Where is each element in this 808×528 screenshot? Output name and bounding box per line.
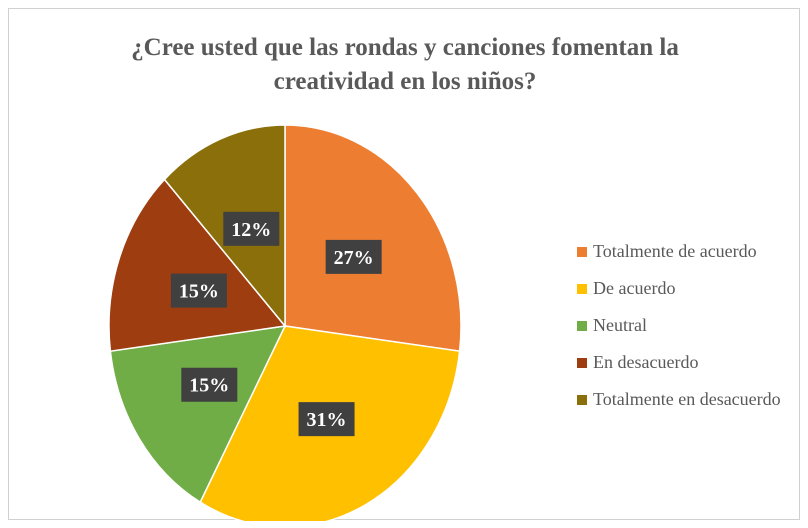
data-label-de-acuerdo: 31% [298,402,355,437]
legend-swatch [577,394,587,405]
pie-slice-neutral [109,325,287,504]
pie-slice-totalmente-de-acuerdo [284,124,462,353]
data-label-text: 27% [334,247,374,269]
chart-title-line-2: creatividad en los niños? [273,68,537,95]
data-label-box [181,367,238,402]
data-label-box [223,211,280,246]
data-label-text: 15% [189,375,229,397]
data-label-text: 15% [179,281,219,303]
data-label-box [325,239,382,274]
legend-label: De acuerdo [593,278,676,298]
data-label-en-desacuerdo: 15% [170,273,227,308]
legend-item-de-acuerdo: De acuerdo [577,270,781,307]
data-label-neutral: 15% [181,367,238,402]
legend-label: Neutral [593,315,647,335]
data-label-totalmente-en-desacuerdo: 12% [223,211,280,246]
pie-chart: 27% 31% 15% 15% 12% [108,124,462,521]
data-label-box [298,402,355,437]
legend-label: Totalmente de acuerdo [593,241,757,261]
data-label-text: 12% [231,219,271,241]
legend-swatch [577,246,587,257]
legend-swatch [577,357,587,368]
data-label-text: 31% [307,409,347,431]
chart-title: ¿Cree usted que las rondas y canciones f… [9,31,801,99]
legend-swatch [577,283,587,294]
chart-frame: ¿Cree usted que las rondas y canciones f… [8,8,801,521]
pie-slice-en-desacuerdo [108,178,287,353]
chart-title-line-1: ¿Cree usted que las rondas y canciones f… [131,34,679,61]
legend-item-en-desacuerdo: En desacuerdo [577,344,781,381]
legend-item-totalmente-en-desacuerdo: Totalmente en desacuerdo [577,381,781,418]
legend-item-totalmente-de-acuerdo: Totalmente de acuerdo [577,233,781,270]
data-label-box [170,273,227,308]
legend: Totalmente de acuerdo De acuerdo Neutral… [577,233,781,418]
legend-label: Totalmente en desacuerdo [593,389,781,409]
legend-label: En desacuerdo [593,352,699,372]
legend-item-neutral: Neutral [577,307,781,344]
data-label-totalmente-de-acuerdo: 27% [325,239,382,274]
legend-swatch [577,320,587,331]
